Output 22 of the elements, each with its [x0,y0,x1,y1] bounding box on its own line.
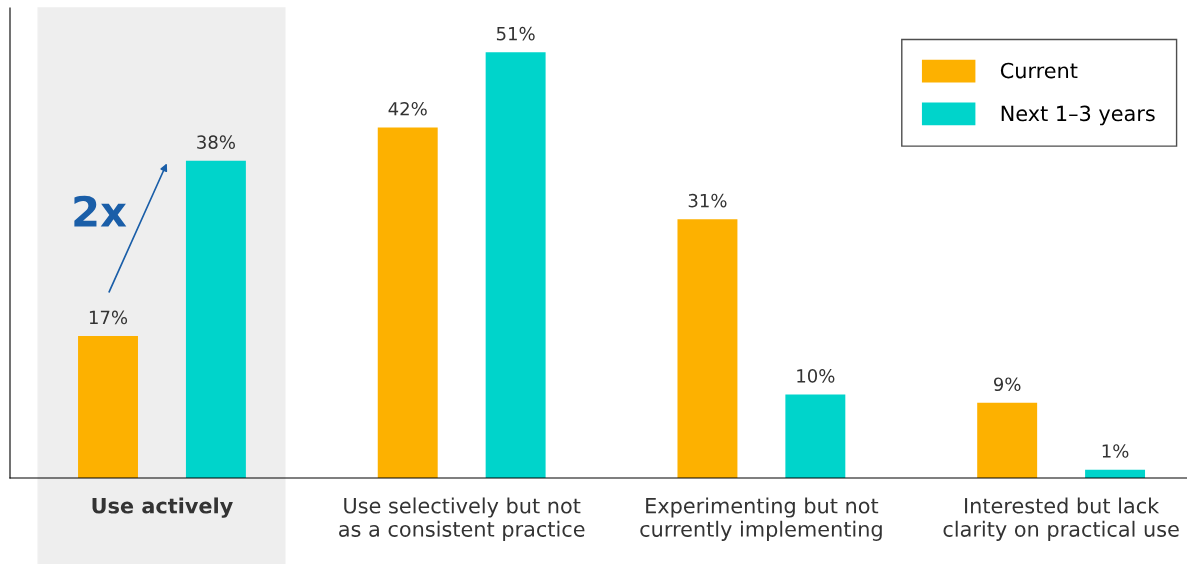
data-label: 10% [797,369,835,383]
legend-label: Next 1–3 years [1001,105,1155,126]
bar [185,160,246,478]
bar [977,402,1038,478]
bar [78,336,138,478]
x-tick-label: Experimenting but not currently implementing [640,497,882,541]
data-label: 17% [89,310,128,325]
data-label: 9% [993,377,1021,392]
bar [785,394,846,478]
data-label: 31% [688,193,727,208]
data-label: 42% [388,101,427,116]
data-label: 1% [1102,444,1129,458]
data-label: 38% [197,135,235,149]
x-tick-label: Interested but lack clarity on practical use [943,497,1179,541]
data-label: 51% [496,26,535,41]
x-tick-label: Use actively [92,497,233,518]
bar [377,127,438,478]
bar [485,52,546,478]
annotation: 2x [74,195,127,227]
legend-label: Current [1000,62,1078,79]
bar [677,219,738,478]
x-tick-label: Use selectively but not as a consistent practice [339,497,585,541]
